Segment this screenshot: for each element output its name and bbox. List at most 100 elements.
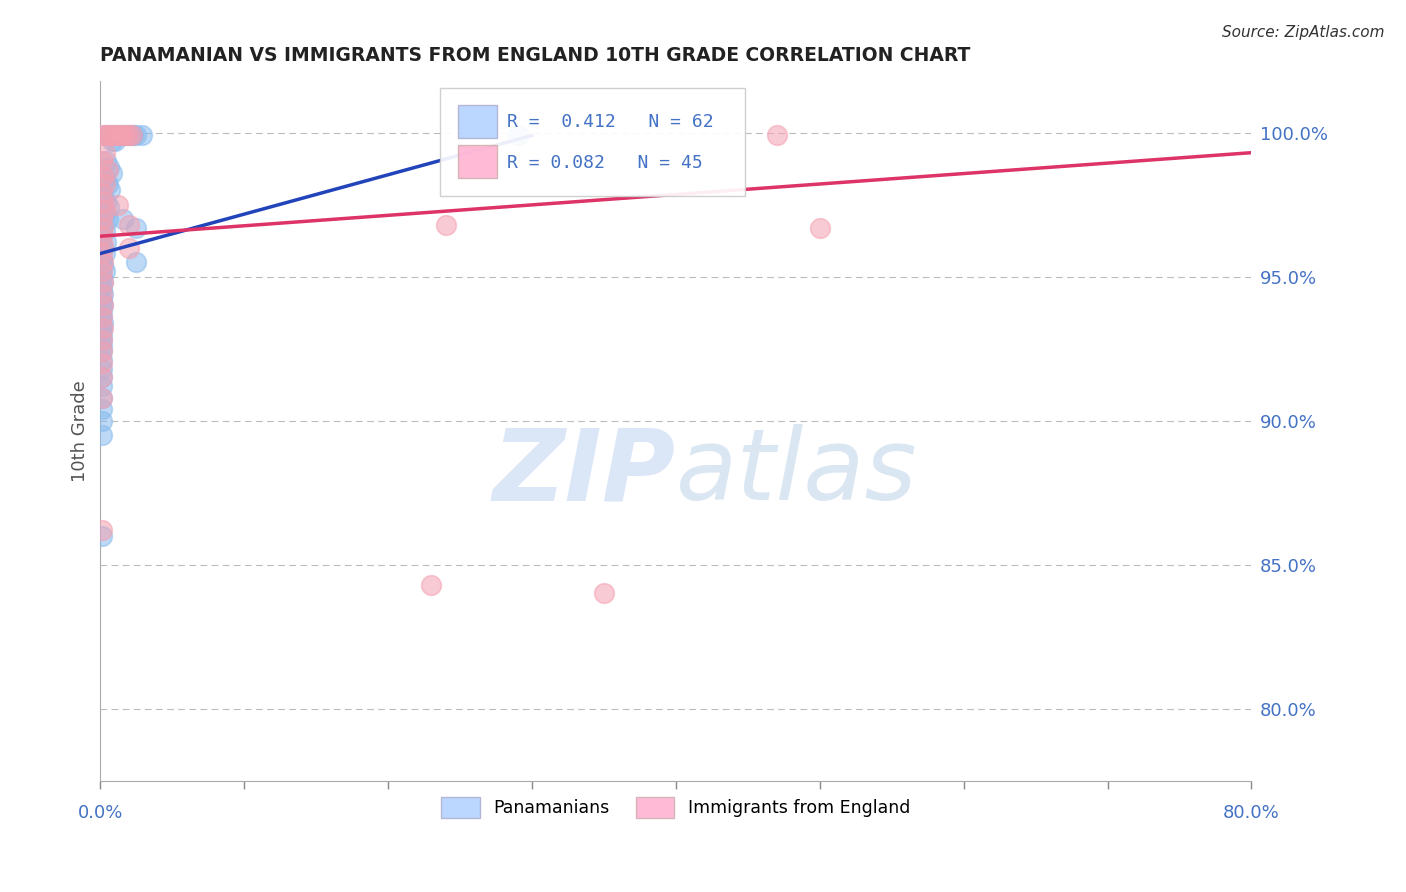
Point [434, 218, 457, 232]
Point [93, 203, 115, 218]
Point [420, 578, 443, 592]
Point [117, 128, 139, 143]
Point [125, 220, 148, 235]
Point [121, 128, 143, 143]
Point [90, 293, 112, 307]
Point [96, 178, 118, 192]
Point [90, 321, 112, 335]
Point [125, 128, 148, 143]
Point [107, 197, 129, 211]
Point [90, 391, 112, 405]
Point [131, 128, 153, 143]
Point [90, 344, 112, 359]
Point [90, 344, 112, 359]
Point [90, 269, 112, 284]
Point [90, 333, 112, 347]
Point [101, 166, 124, 180]
Text: Source: ZipAtlas.com: Source: ZipAtlas.com [1222, 25, 1385, 40]
Point [114, 128, 136, 143]
Point [93, 178, 115, 192]
FancyBboxPatch shape [458, 145, 498, 178]
Point [90, 529, 112, 543]
Point [125, 255, 148, 269]
Point [98, 160, 121, 174]
Point [93, 223, 115, 237]
Point [90, 304, 112, 318]
Point [94, 194, 117, 209]
Point [90, 229, 112, 244]
FancyBboxPatch shape [458, 105, 498, 138]
Point [765, 128, 787, 143]
FancyBboxPatch shape [440, 87, 745, 196]
Point [90, 523, 112, 537]
Point [118, 128, 141, 143]
Point [593, 586, 616, 600]
Point [91, 194, 114, 209]
Point [91, 189, 114, 203]
Point [91, 298, 114, 312]
Point [122, 128, 145, 143]
Point [90, 379, 112, 393]
Point [90, 229, 112, 244]
Point [112, 211, 135, 226]
Point [104, 128, 127, 143]
Point [96, 163, 118, 178]
Point [91, 258, 114, 272]
Point [90, 327, 112, 342]
Point [93, 264, 115, 278]
Point [90, 310, 112, 324]
Point [91, 275, 114, 289]
Point [103, 128, 125, 143]
Point [90, 428, 112, 442]
Point [100, 128, 122, 143]
Point [90, 310, 112, 324]
Point [93, 246, 115, 260]
Point [90, 264, 112, 278]
Text: PANAMANIAN VS IMMIGRANTS FROM ENGLAND 10TH GRADE CORRELATION CHART: PANAMANIAN VS IMMIGRANTS FROM ENGLAND 10… [100, 46, 970, 65]
Point [96, 211, 118, 226]
Point [101, 134, 124, 148]
Point [91, 298, 114, 312]
Point [90, 339, 112, 353]
Point [94, 128, 117, 143]
Point [90, 211, 112, 226]
Point [98, 201, 121, 215]
Point [91, 218, 114, 232]
Point [118, 241, 141, 255]
Point [90, 370, 112, 384]
Point [90, 370, 112, 384]
Point [91, 169, 114, 183]
Point [90, 413, 112, 427]
Point [90, 246, 112, 260]
Point [118, 218, 141, 232]
Point [110, 128, 132, 143]
Point [96, 128, 118, 143]
Text: R = 0.082   N = 45: R = 0.082 N = 45 [506, 153, 703, 171]
Point [93, 171, 115, 186]
Point [111, 128, 134, 143]
Point [93, 128, 115, 143]
Point [90, 356, 112, 370]
Point [91, 321, 114, 335]
Point [91, 238, 114, 252]
Point [98, 128, 121, 143]
Text: 80.0%: 80.0% [1223, 804, 1279, 822]
Point [115, 128, 138, 143]
Text: atlas: atlas [676, 425, 918, 521]
Point [104, 134, 127, 148]
Point [90, 281, 112, 295]
Text: 0.0%: 0.0% [77, 804, 124, 822]
Point [90, 391, 112, 405]
Point [94, 235, 117, 249]
Point [93, 206, 115, 220]
Point [108, 128, 131, 143]
Point [91, 275, 114, 289]
Point [90, 286, 112, 301]
Point [90, 353, 112, 368]
Point [90, 154, 112, 169]
Point [91, 255, 114, 269]
Point [91, 241, 114, 255]
Point [91, 220, 114, 235]
Point [808, 220, 831, 235]
Point [101, 128, 124, 143]
